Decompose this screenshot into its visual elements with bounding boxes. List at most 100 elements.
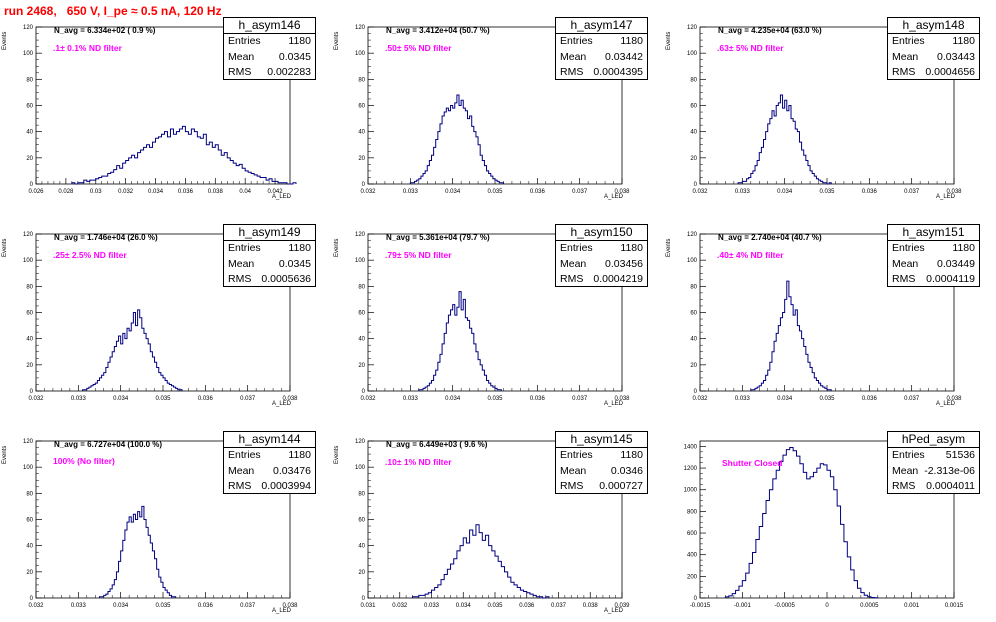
histogram-plot: 0 20 40 60 80 100 120 0.026 0.028 0.03 0.032 0.034 0… <box>23 25 297 195</box>
navg-annotation: N_avg = 3.412e+04 (50.7 %) <box>386 26 490 35</box>
x-tick-label: 0.037 <box>240 603 256 609</box>
y-tick-label: 120 <box>355 25 366 31</box>
y-axis-label: Events <box>666 31 672 50</box>
y-tick-label: 100 <box>687 258 698 264</box>
x-axis-label: A_LED <box>936 194 956 200</box>
stats-label-entries: Entries <box>560 449 593 461</box>
y-tick-label: 400 <box>687 553 698 559</box>
y-tick-label: 60 <box>358 311 365 317</box>
stats-label-mean: Mean <box>892 464 919 477</box>
x-tick-label: 0.038 <box>946 189 962 195</box>
histogram-panel: 0 20 40 60 80 100 120 0.032 0.033 0.034 0.035 0.036… <box>0 414 332 621</box>
y-tick-label: 600 <box>687 531 698 537</box>
x-tick-label: 0.028 <box>58 189 74 195</box>
y-tick-label: 1200 <box>684 466 698 472</box>
y-tick-label: 40 <box>26 337 33 343</box>
x-axis-label: A_LED <box>936 401 956 407</box>
x-tick-label: 0.04 <box>239 189 251 195</box>
stats-box: h_asym146 Entries 1180 Mean 0.0345 RMS 0.00228… <box>223 17 316 80</box>
stats-row-mean: Mean -2.313e-06 <box>888 464 979 480</box>
stats-label-rms: RMS <box>560 66 584 78</box>
stats-label-mean: Mean <box>228 464 255 477</box>
x-tick-label: 0.037 <box>904 189 920 195</box>
y-axis-label: Events <box>666 238 672 257</box>
histogram-line <box>409 94 504 184</box>
y-tick-label: 120 <box>355 439 366 445</box>
navg-annotation: N_avg = 6.334e+02 ( 0.9 %) <box>54 26 156 35</box>
stats-row-rms: RMS 0.0004119 <box>888 272 979 288</box>
y-tick-label: 80 <box>26 284 33 290</box>
x-tick-label: 0.032 <box>28 396 44 402</box>
stats-value-entries: 1180 <box>620 35 643 47</box>
y-tick-label: 120 <box>355 232 366 238</box>
x-tick-label: 0.0005 <box>860 603 879 609</box>
y-tick-label: 80 <box>690 284 697 290</box>
x-tick-label: -0.0015 <box>690 603 711 609</box>
x-tick-label: 0.038 <box>208 189 224 195</box>
stats-box: h_asym150 Entries 1180 Mean 0.03456 RMS 0.0004… <box>555 224 648 287</box>
x-tick-label: 0.032 <box>28 603 44 609</box>
x-tick-label: 0.037 <box>572 396 588 402</box>
x-tick-label: 0.037 <box>240 396 256 402</box>
y-tick-label: 80 <box>358 77 365 83</box>
x-tick-label: 0.038 <box>583 603 599 609</box>
stats-row-mean: Mean 0.03442 <box>556 50 647 66</box>
filter-annotation: .79± 5% ND filter <box>385 250 452 260</box>
stats-label-rms: RMS <box>560 273 584 285</box>
y-tick-label: 40 <box>26 130 33 136</box>
stats-row-entries: Entries 1180 <box>888 241 979 257</box>
y-tick-label: 0 <box>30 596 34 602</box>
y-tick-label: 120 <box>687 25 698 31</box>
stats-row-rms: RMS 0.000727 <box>556 479 647 495</box>
x-tick-label: 0.037 <box>551 603 567 609</box>
stats-row-mean: Mean 0.0345 <box>224 50 315 66</box>
y-tick-label: 60 <box>690 104 697 110</box>
stats-box: h_asym145 Entries 1180 Mean 0.0346 RMS 0.00072… <box>555 431 648 494</box>
x-tick-label: 0.033 <box>735 396 751 402</box>
y-tick-label: 120 <box>23 25 34 31</box>
x-tick-label: 0.03 <box>90 189 102 195</box>
stats-box-title: h_asym148 <box>888 18 979 34</box>
x-tick-label: 0.035 <box>819 396 835 402</box>
y-tick-label: 120 <box>23 439 34 445</box>
y-tick-label: 0 <box>694 596 698 602</box>
y-tick-label: 40 <box>358 130 365 136</box>
stats-value-mean: 0.0345 <box>278 257 311 270</box>
stats-value-rms: 0.0004395 <box>593 66 643 78</box>
x-tick-label: 0.034 <box>148 189 164 195</box>
histogram-plot: 0 20 40 60 80 100 120 0.032 0.033 0.034 0.035 0.036… <box>687 25 962 195</box>
stats-value-mean: 0.0346 <box>610 464 643 477</box>
y-tick-label: 80 <box>358 284 365 290</box>
y-tick-label: 0 <box>694 389 698 395</box>
y-tick-label: 60 <box>26 104 33 110</box>
stats-label-rms: RMS <box>892 273 916 285</box>
histogram-panel: 0 20 40 60 80 100 120 0.031 0.032 0.033 0.034 0.035… <box>332 414 664 621</box>
stats-label-entries: Entries <box>228 35 261 47</box>
y-tick-label: 800 <box>687 509 698 515</box>
y-tick-label: 20 <box>26 363 33 369</box>
stats-box: h_asym147 Entries 1180 Mean 0.03442 RMS 0.0004… <box>555 17 648 80</box>
histogram-panel: 0 20 40 60 80 100 120 0.026 0.028 0.03 0.032 0.034 0… <box>0 0 332 207</box>
x-tick-label: 0.032 <box>360 396 376 402</box>
x-tick-label: 0.032 <box>360 189 376 195</box>
stats-box: h_asym151 Entries 1180 Mean 0.03449 RMS 0.0004… <box>887 224 980 287</box>
stats-box-title: h_asym151 <box>888 225 979 241</box>
x-tick-label: 0.035 <box>155 603 171 609</box>
stats-value-rms: 0.0004011 <box>926 480 975 492</box>
y-tick-label: 60 <box>690 311 697 317</box>
stats-row-mean: Mean 0.03443 <box>888 50 979 66</box>
stats-label-mean: Mean <box>560 257 587 270</box>
x-tick-label: 0.035 <box>819 189 835 195</box>
stats-label-rms: RMS <box>228 273 252 285</box>
stats-box-title: h_asym145 <box>556 432 647 448</box>
stats-row-entries: Entries 1180 <box>888 34 979 50</box>
y-tick-label: 100 <box>23 258 34 264</box>
y-tick-label: 1400 <box>684 444 698 450</box>
y-tick-label: 200 <box>687 574 698 580</box>
stats-box-title: h_asym146 <box>224 18 315 34</box>
y-tick-label: 120 <box>687 232 698 238</box>
histogram-plot: 0 20 40 60 80 100 120 0.032 0.033 0.034 0.035 0.036… <box>23 232 298 402</box>
stats-row-entries: Entries 51536 <box>888 448 979 464</box>
stats-row-entries: Entries 1180 <box>224 241 315 257</box>
stats-row-entries: Entries 1180 <box>224 448 315 464</box>
